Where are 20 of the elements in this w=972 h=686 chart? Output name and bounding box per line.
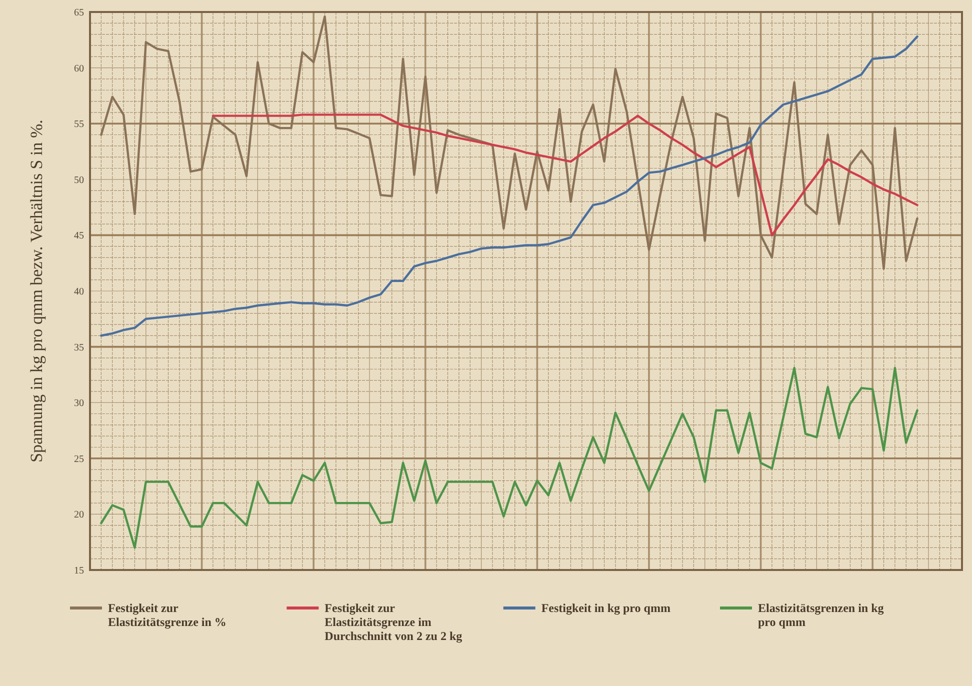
legend-label: Festigkeit zur Elastizitätsgrenze im Durchschnitt von 2 zu 2 kg	[324, 601, 462, 643]
y-tick-label: 45	[74, 230, 84, 242]
y-tick-label: 15	[74, 566, 84, 576]
y-tick-label: 40	[74, 286, 84, 298]
y-tick-label: 65	[74, 8, 84, 18]
line-series	[212, 114, 918, 236]
y-axis-title: Spannung in kg pro qmm bezw. Verhältnis S in %.	[27, 120, 46, 462]
y-tick-label: 25	[74, 454, 84, 465]
y-tick-label: 50	[74, 174, 84, 186]
legend-label: Elastizitätsgrenzen in kg pro qmm	[758, 601, 884, 629]
legend-label: Festigkeit zur Elastizitätsgrenze in %	[108, 601, 226, 629]
y-tick-label: 60	[74, 63, 84, 74]
y-tick-label: 30	[74, 398, 84, 410]
line-series	[100, 35, 918, 337]
y-tick-label: 55	[74, 119, 84, 130]
y-tick-label: 20	[74, 510, 84, 521]
line-series	[100, 15, 918, 270]
y-tick-label: 35	[74, 342, 84, 354]
line-series	[100, 366, 918, 549]
legend-label: Festigkeit in kg pro qmm	[541, 601, 670, 615]
